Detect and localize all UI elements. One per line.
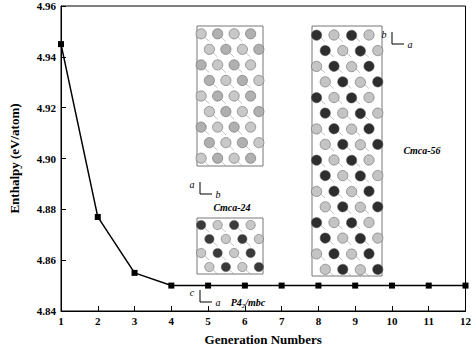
svg-text:a: a [216, 297, 221, 308]
svg-text:1: 1 [58, 315, 64, 327]
svg-text:4.94: 4.94 [37, 51, 57, 63]
svg-text:4: 4 [169, 315, 175, 327]
svg-text:4.96: 4.96 [37, 0, 57, 12]
svg-text:Generation Numbers: Generation Numbers [205, 332, 322, 347]
svg-text:4.86: 4.86 [37, 254, 57, 266]
svg-text:Enthalpy (eV/atom): Enthalpy (eV/atom) [7, 103, 22, 213]
svg-text:Cmca-24: Cmca-24 [213, 202, 250, 213]
svg-text:4.84: 4.84 [37, 305, 57, 317]
svg-text:4.90: 4.90 [37, 153, 57, 165]
svg-text:4.92: 4.92 [37, 102, 57, 114]
svg-text:6: 6 [242, 315, 248, 327]
svg-text:a: a [190, 179, 195, 190]
svg-text:8: 8 [316, 315, 322, 327]
svg-text:3: 3 [132, 315, 138, 327]
svg-text:P4₂/mbc: P4₂/mbc [231, 297, 266, 308]
svg-text:7: 7 [279, 315, 285, 327]
svg-text:2: 2 [95, 315, 101, 327]
svg-text:10: 10 [386, 315, 398, 327]
svg-text:b: b [382, 29, 387, 40]
svg-text:4.88: 4.88 [37, 203, 57, 215]
svg-text:12: 12 [460, 315, 472, 327]
svg-text:a: a [408, 39, 413, 50]
svg-text:5: 5 [205, 315, 211, 327]
svg-text:c: c [190, 287, 195, 298]
svg-text:11: 11 [424, 315, 434, 327]
svg-text:b: b [216, 189, 221, 200]
svg-text:Cmca-56: Cmca-56 [403, 145, 440, 156]
svg-text:9: 9 [352, 315, 358, 327]
